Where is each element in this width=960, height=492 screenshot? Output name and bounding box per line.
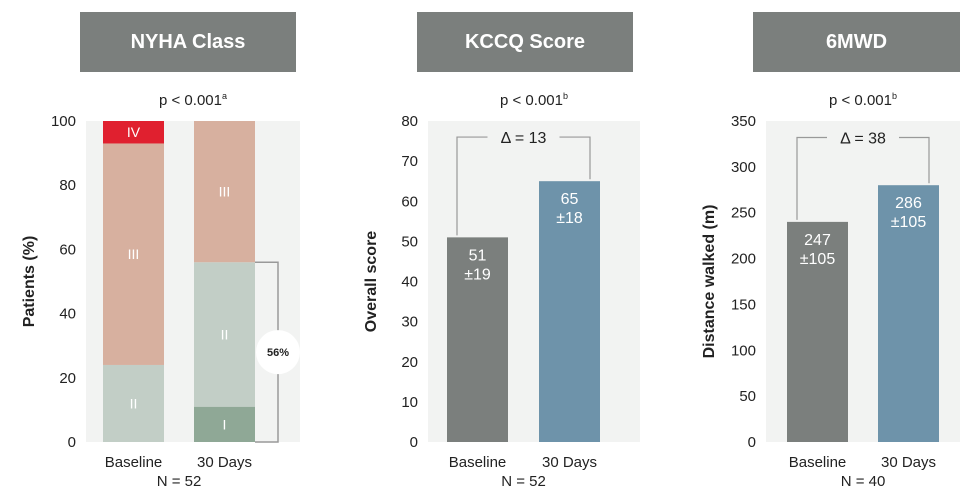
y-tick-label: 10 bbox=[401, 394, 418, 411]
bracket-badge bbox=[256, 330, 300, 375]
n-label: N = 40 bbox=[841, 473, 886, 490]
y-tick-label: 100 bbox=[51, 113, 76, 130]
y-tick-label: 0 bbox=[68, 434, 76, 451]
6mwd-chart: p < 0.001b 0 50 100 150 200 250 300 350 Distance … bbox=[701, 91, 960, 490]
bar-value-label: 65 bbox=[561, 191, 579, 208]
bracket-label: 56% bbox=[267, 347, 289, 359]
stack-segment bbox=[194, 121, 255, 263]
y-axis-label: Distance walked (m) bbox=[701, 205, 718, 359]
bar-sd-label: ±105 bbox=[891, 214, 927, 231]
segment-label: II bbox=[221, 326, 229, 342]
y-axis-label: Overall score bbox=[363, 231, 380, 333]
kccq-panel: KCCQ Score p < 0.001b 0 10 20 30 40 50 60 70 80 Ov… bbox=[320, 0, 640, 492]
y-tick-label: 70 bbox=[401, 153, 418, 170]
kccq-header: KCCQ Score bbox=[417, 12, 633, 72]
stack-segment bbox=[103, 143, 164, 365]
y-tick-label: 50 bbox=[739, 388, 756, 405]
y-tick-label: 60 bbox=[401, 193, 418, 210]
kccq-chart: p < 0.001b 0 10 20 30 40 50 60 70 80 Overall score… bbox=[363, 91, 640, 490]
y-tick-label: 20 bbox=[401, 354, 418, 371]
bar-value-label: 51 bbox=[469, 247, 487, 264]
baseline-bar bbox=[447, 237, 508, 442]
segment-label: III bbox=[128, 246, 140, 262]
y-tick-label: 60 bbox=[59, 241, 76, 258]
p-value-label: p < 0.001b bbox=[500, 91, 568, 109]
bar-value-label: 286 bbox=[895, 195, 922, 212]
p-value-label: p < 0.001b bbox=[829, 91, 897, 109]
y-tick-label: 40 bbox=[59, 306, 76, 323]
y-tick-label: 250 bbox=[731, 205, 756, 222]
x-category-label: 30 Days bbox=[881, 454, 936, 471]
6mwd-panel: 6MWD p < 0.001b 0 50 100 150 200 250 300 350 Dist… bbox=[640, 0, 960, 492]
bar-sd-label: ±19 bbox=[464, 266, 491, 283]
delta-label: Δ = 38 bbox=[840, 131, 886, 148]
y-tick-label: 80 bbox=[59, 177, 76, 194]
y-tick-label: 40 bbox=[401, 274, 418, 291]
y-tick-label: 100 bbox=[731, 342, 756, 359]
p-value-superscript: b bbox=[563, 91, 568, 101]
y-tick-label: 0 bbox=[748, 434, 756, 451]
y-tick-label: 0 bbox=[410, 434, 418, 451]
x-category-label: Baseline bbox=[789, 454, 847, 471]
baseline-bar bbox=[787, 221, 848, 442]
y-axis-label: Patients (%) bbox=[21, 236, 38, 328]
segment-label: II bbox=[130, 395, 138, 411]
segment-label: I bbox=[223, 416, 227, 432]
nyha-title: NYHA Class bbox=[130, 30, 246, 53]
stack-segment bbox=[194, 262, 255, 407]
bar-sd-label: ±105 bbox=[800, 251, 836, 268]
y-tick-label: 200 bbox=[731, 251, 756, 268]
6mwd-title: 6MWD bbox=[825, 30, 888, 53]
followup-bar bbox=[539, 181, 600, 442]
x-category-label: 30 Days bbox=[197, 454, 252, 471]
segment-label: IV bbox=[127, 124, 141, 140]
y-tick-label: 350 bbox=[731, 113, 756, 130]
segment-label: III bbox=[219, 184, 231, 200]
y-tick-label: 300 bbox=[731, 159, 756, 176]
p-value-superscript: a bbox=[222, 91, 227, 101]
delta-label: Δ = 13 bbox=[501, 130, 547, 147]
nyha-panel: NYHA Class p < 0.001a 0 20 40 60 80 100 Patient… bbox=[0, 0, 320, 492]
p-value-label: p < 0.001a bbox=[159, 91, 227, 109]
n-label: N = 52 bbox=[501, 473, 546, 490]
stack-segment bbox=[103, 364, 164, 442]
nyha-header: NYHA Class bbox=[80, 12, 296, 72]
y-tick-label: 20 bbox=[59, 370, 76, 387]
y-tick-label: 150 bbox=[731, 296, 756, 313]
followup-bar bbox=[878, 185, 939, 442]
x-category-label: Baseline bbox=[449, 454, 507, 471]
delta-label-bg bbox=[487, 126, 560, 149]
kccq-title: KCCQ Score bbox=[464, 30, 586, 53]
stack-segment bbox=[103, 121, 164, 144]
stack-segment bbox=[194, 406, 255, 442]
x-category-label: 30 Days bbox=[542, 454, 597, 471]
6mwd-header: 6MWD bbox=[753, 12, 960, 72]
delta-label-bg bbox=[827, 126, 899, 149]
bar-value-label: 247 bbox=[804, 232, 831, 249]
y-tick-label: 30 bbox=[401, 314, 418, 331]
bar-sd-label: ±18 bbox=[556, 210, 583, 227]
x-category-label: Baseline bbox=[105, 454, 163, 471]
n-label: N = 52 bbox=[157, 473, 202, 490]
y-tick-label: 80 bbox=[401, 113, 418, 130]
p-value-superscript: b bbox=[892, 91, 897, 101]
y-tick-label: 50 bbox=[401, 233, 418, 250]
